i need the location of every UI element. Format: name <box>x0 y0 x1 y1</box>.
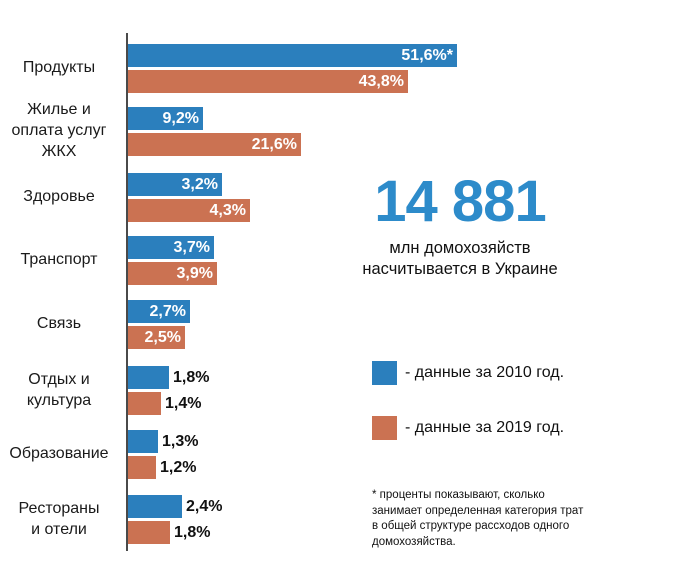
bar-value-label: 2,7% <box>149 302 186 320</box>
bar-2019: 1,4% <box>128 392 201 415</box>
bar-value-label: 4,3% <box>209 201 246 219</box>
bar-value-label: 51,6%* <box>401 46 453 64</box>
bar-value-label: 1,2% <box>160 458 197 476</box>
bar-2010: 1,8% <box>128 366 209 389</box>
bar-value-label: 1,3% <box>162 432 199 450</box>
bar-value-label: 1,8% <box>174 523 211 541</box>
bar-value-label: 2,4% <box>186 497 223 515</box>
bar-pair: 2,7% 2,5% <box>128 300 190 349</box>
bar-value-label: 1,8% <box>173 368 210 386</box>
category-label: Рестораны и отели <box>18 499 100 538</box>
category-label: Продукты <box>22 59 96 77</box>
bar-2019: 3,9% <box>128 262 217 285</box>
category-row-leisure: Отдых и культура 1,8% 1,4% <box>0 366 685 415</box>
bar-pair: 2,4% 1,8% <box>128 495 222 544</box>
bar-value-label: 21,6% <box>251 135 297 153</box>
bar-2010: 2,4% <box>128 495 222 518</box>
category-label: Связь <box>36 315 82 333</box>
bar-2019: 1,8% <box>128 521 210 544</box>
bar-2019: 4,3% <box>128 199 250 222</box>
bar-pair: 1,3% 1,2% <box>128 430 198 479</box>
category-label: Отдых и культура <box>26 370 92 409</box>
bar-value-label: 43,8% <box>358 72 404 90</box>
bar-2019: 21,6% <box>128 133 301 156</box>
legend-item-2010: - данные за 2010 год. <box>372 361 564 385</box>
bar-value-label: 3,7% <box>173 238 210 256</box>
households-infobox: 14 881 млн домохозяйств насчитывается в … <box>360 169 560 280</box>
category-row-transport: Транспорт 3,7% 3,9% <box>0 236 685 285</box>
bar-value-label: 3,9% <box>176 264 213 282</box>
bar-pair: 3,2% 4,3% <box>128 173 250 222</box>
bar-pair: 1,8% 1,4% <box>128 366 209 415</box>
bar-2010: 3,7% <box>128 236 214 259</box>
bar-2019: 1,2% <box>128 456 196 479</box>
bar-2019: 43,8% <box>128 70 408 93</box>
households-number: 14 881 <box>374 169 546 234</box>
bar-2019: 2,5% <box>128 326 185 349</box>
category-label: Транспорт <box>20 251 98 269</box>
category-row-products: Продукты 51,6%* 43,8% <box>0 44 685 93</box>
category-label: Здоровье <box>23 188 95 206</box>
bar-pair: 3,7% 3,9% <box>128 236 217 285</box>
bar-value-label: 2,5% <box>144 328 181 346</box>
category-row-restaurants: Рестораны и отели 2,4% 1,8% <box>0 495 685 544</box>
legend-item-2019: - данные за 2019 год. <box>372 416 564 440</box>
legend-swatch-2010 <box>372 361 397 385</box>
legend-label-2019: - данные за 2019 год. <box>405 419 565 436</box>
bar-2010: 9,2% <box>128 107 203 130</box>
category-row-health: Здоровье 3,2% 4,3% <box>0 173 685 222</box>
legend-label-2010: - данные за 2010 год. <box>405 364 565 381</box>
category-label: Образование <box>9 445 109 463</box>
bar-value-label: 1,4% <box>165 394 202 412</box>
y-axis-line <box>126 33 128 551</box>
category-row-communication: Связь 2,7% 2,5% <box>0 300 685 349</box>
bar-pair: 51,6%* 43,8% <box>128 44 457 93</box>
bar-2010: 3,2% <box>128 173 222 196</box>
category-row-education: Образование 1,3% 1,2% <box>0 430 685 479</box>
category-row-housing: Жилье и оплата услуг ЖКХ 9,2% 21,6% <box>0 101 685 160</box>
bar-pair: 9,2% 21,6% <box>128 107 301 156</box>
bar-value-label: 3,2% <box>181 175 218 193</box>
bar-2010: 2,7% <box>128 300 190 323</box>
households-caption: млн домохозяйств насчитывается в Украине <box>362 238 558 278</box>
legend-swatch-2019 <box>372 416 397 440</box>
footnote: * проценты показывают, сколько занимает … <box>372 489 584 548</box>
bar-value-label: 9,2% <box>162 109 199 127</box>
bar-2010: 1,3% <box>128 430 198 453</box>
bar-2010: 51,6%* <box>128 44 457 67</box>
category-label: Жилье и оплата услуг ЖКХ <box>11 101 107 160</box>
